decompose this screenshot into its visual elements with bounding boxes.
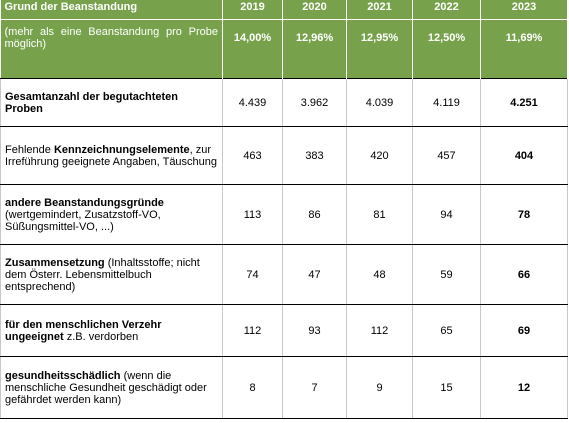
value-cell: 8 <box>222 356 283 419</box>
row-label: gesundheitsschädlich (wenn die menschlic… <box>0 356 223 419</box>
value-cell: 4.039 <box>346 78 413 127</box>
data-row: gesundheitsschädlich (wenn die menschlic… <box>0 356 568 419</box>
value-cell: 74 <box>222 244 283 305</box>
header-cell: 2022 <box>412 0 481 20</box>
subheader-row: (mehr als eine Beanstandung pro Probe mö… <box>0 19 568 79</box>
data-row: Zusammensetzung (Inhaltsstoffe; nicht de… <box>0 244 568 305</box>
value-cell: 48 <box>346 244 413 305</box>
label-segment: Kennzeichnungselemente <box>53 143 190 156</box>
value-cell: 86 <box>282 184 347 245</box>
row-label: Fehlende Kennzeichnungselemente, zur Irr… <box>0 126 223 185</box>
data-row: andere Beanstandungsgründe (wertgeminder… <box>0 184 568 245</box>
header-cell: Grund der Beanstandung <box>0 0 223 20</box>
header-cell: 2020 <box>282 0 347 20</box>
data-row: Fehlende Kennzeichnungselemente, zur Irr… <box>0 126 568 185</box>
label-segment: , zur Irreführung geeignete Angaben, Täu… <box>5 143 218 168</box>
subheader-label: (mehr als eine Beanstandung pro Probe mö… <box>0 19 223 79</box>
value-cell: 3.962 <box>282 78 347 127</box>
value-cell: 9 <box>346 356 413 419</box>
value-cell: 113 <box>222 184 283 245</box>
row-label: Zusammensetzung (Inhaltsstoffe; nicht de… <box>0 244 223 305</box>
label-segment: Fehlende <box>5 143 54 156</box>
value-cell: 4.251 <box>480 78 568 127</box>
label-segment: für den menschlichen Verzehr ungeeignet <box>5 318 162 343</box>
label-segment: Zusammensetzung <box>5 256 105 269</box>
value-cell: 81 <box>346 184 413 245</box>
value-cell: 112 <box>222 304 283 357</box>
header-cell: 2019 <box>222 0 283 20</box>
label-segment: (wenn die menschliche Gesundheit geschäd… <box>5 369 207 406</box>
row-label: Gesamtanzahl der begutachteten Proben <box>0 78 223 127</box>
data-row: für den menschlichen Verzehr ungeeignet … <box>0 304 568 357</box>
label-segment: Gesamtanzahl der begutachteten Proben <box>5 90 178 115</box>
label-segment: (Inhaltsstoffe; nicht dem Österr. Lebens… <box>5 256 200 293</box>
value-cell: 4.119 <box>412 78 481 127</box>
value-cell: 78 <box>480 184 568 245</box>
value-cell: 15 <box>412 356 481 419</box>
rate-cell: 12,96% <box>282 19 347 79</box>
value-cell: 66 <box>480 244 568 305</box>
header-row: Grund der Beanstandung 2019 2020 2021 2022 20… <box>0 0 568 20</box>
rate-cell: 12,95% <box>346 19 413 79</box>
header-cell: 2021 <box>346 0 413 20</box>
row-label: andere Beanstandungsgründe (wertgeminder… <box>0 184 223 245</box>
value-cell: 404 <box>480 126 568 185</box>
value-cell: 59 <box>412 244 481 305</box>
value-cell: 112 <box>346 304 413 357</box>
label-segment: gesundheitsschädlich <box>5 369 121 382</box>
data-row: Gesamtanzahl der begutachteten Proben 4.4… <box>0 78 568 127</box>
rate-cell: 11,69% <box>480 19 568 79</box>
value-cell: 12 <box>480 356 568 419</box>
label-segment: (wertgemindert, Zusatzstoff-VO, Süßungsm… <box>5 208 161 233</box>
value-cell: 457 <box>412 126 481 185</box>
label-segment: andere Beanstandungsgründe <box>5 196 164 209</box>
row-label: für den menschlichen Verzehr ungeeignet … <box>0 304 223 357</box>
value-cell: 47 <box>282 244 347 305</box>
value-cell: 383 <box>282 126 347 185</box>
label-segment: z.B. verdorben <box>63 330 139 343</box>
value-cell: 463 <box>222 126 283 185</box>
rate-cell: 14,00% <box>222 19 283 79</box>
rate-cell: 12,50% <box>412 19 481 79</box>
header-cell: 2023 <box>480 0 568 20</box>
value-cell: 420 <box>346 126 413 185</box>
value-cell: 65 <box>412 304 481 357</box>
value-cell: 4.439 <box>222 78 283 127</box>
value-cell: 93 <box>282 304 347 357</box>
value-cell: 94 <box>412 184 481 245</box>
value-cell: 69 <box>480 304 568 357</box>
value-cell: 7 <box>282 356 347 419</box>
